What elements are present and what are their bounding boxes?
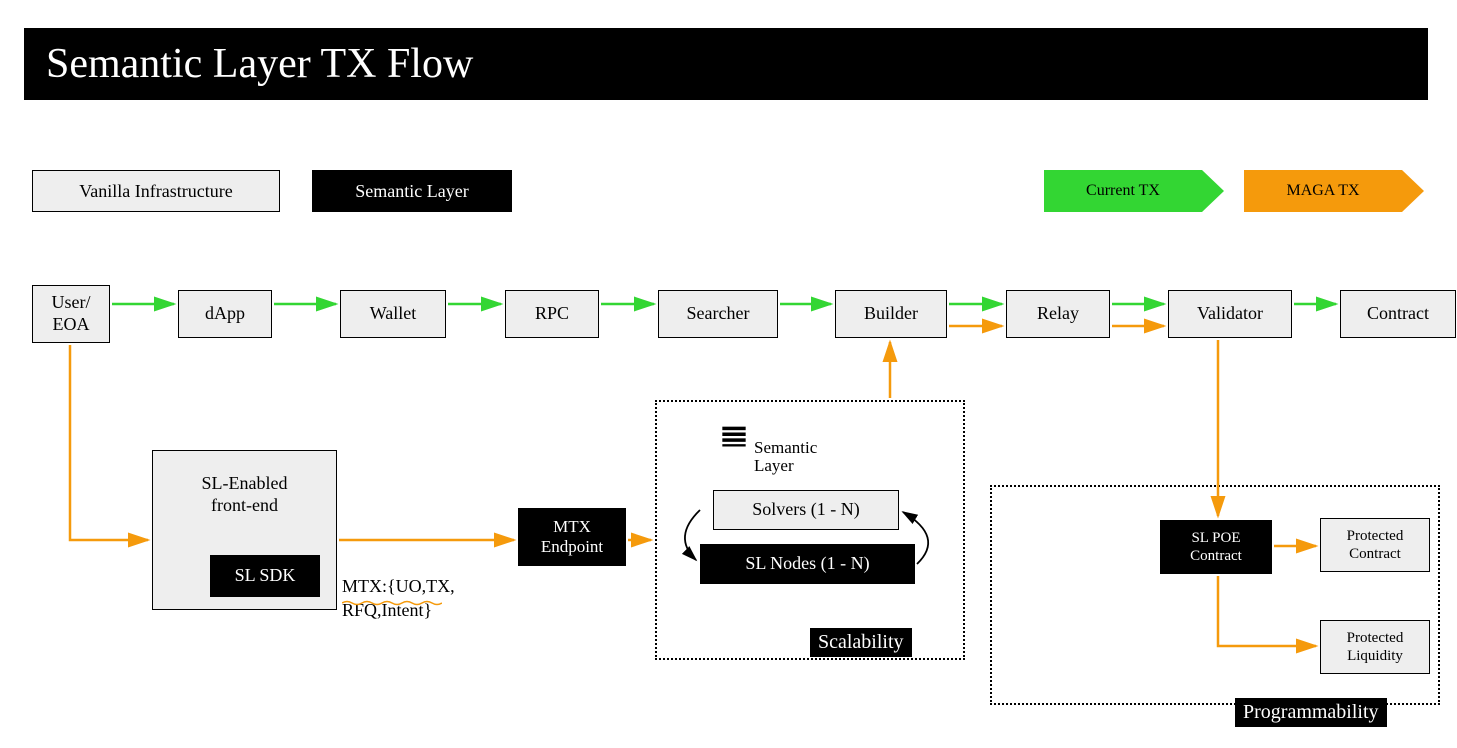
page-title: Semantic Layer TX Flow	[24, 28, 1428, 100]
node-wallet-label: Wallet	[370, 303, 417, 325]
node-protected-liquidity-label: Protected Liquidity	[1347, 629, 1404, 665]
legend-maga-label: MAGA TX	[1286, 182, 1359, 200]
node-protected-liquidity: Protected Liquidity	[1320, 620, 1430, 674]
title-text: Semantic Layer TX Flow	[46, 41, 473, 87]
node-protected-contract-label: Protected Contract	[1347, 527, 1404, 563]
scalability-badge: Scalability	[810, 628, 912, 657]
node-sl-nodes: SL Nodes (1 - N)	[700, 544, 915, 584]
mtx-label-text: MTX:{UO,TX, RFQ,Intent}	[342, 576, 455, 619]
squiggle-underline	[342, 600, 442, 606]
node-validator: Validator	[1168, 290, 1292, 338]
legend-vanilla: Vanilla Infrastructure	[32, 170, 280, 212]
node-mtx-endpoint: MTX Endpoint	[518, 508, 626, 566]
node-poe-label: SL POE Contract	[1190, 529, 1242, 565]
node-sdk-label: SL SDK	[235, 565, 296, 587]
node-solvers: Solvers (1 - N)	[713, 490, 899, 530]
node-protected-contract: Protected Contract	[1320, 518, 1430, 572]
node-rpc: RPC	[505, 290, 599, 338]
semantic-layer-label: Semantic Layer	[754, 420, 817, 476]
node-builder: Builder	[835, 290, 947, 338]
node-relay-label: Relay	[1037, 303, 1079, 325]
mtx-label: MTX:{UO,TX, RFQ,Intent}	[342, 552, 455, 622]
node-searcher-label: Searcher	[687, 303, 750, 325]
legend-maga-tx: MAGA TX	[1244, 170, 1424, 212]
node-wallet: Wallet	[340, 290, 446, 338]
node-sl-nodes-label: SL Nodes (1 - N)	[745, 553, 869, 575]
node-user-eoa-label: User/ EOA	[52, 292, 91, 335]
node-poe: SL POE Contract	[1160, 520, 1272, 574]
scalability-badge-text: Scalability	[818, 631, 904, 653]
legend-semantic-label: Semantic Layer	[355, 181, 468, 202]
legend-current-label: Current TX	[1086, 182, 1160, 200]
node-dapp: dApp	[178, 290, 272, 338]
legend-vanilla-label: Vanilla Infrastructure	[79, 181, 232, 202]
programmability-badge: Programmability	[1235, 698, 1387, 727]
node-relay: Relay	[1006, 290, 1110, 338]
node-searcher: Searcher	[658, 290, 778, 338]
node-validator-label: Validator	[1197, 303, 1263, 325]
programmability-badge-text: Programmability	[1243, 701, 1379, 723]
node-builder-label: Builder	[864, 303, 918, 325]
node-frontend-label: SL-Enabled front-end	[202, 473, 288, 516]
node-rpc-label: RPC	[535, 303, 569, 325]
node-contract: Contract	[1340, 290, 1456, 338]
legend-current-tx: Current TX	[1044, 170, 1224, 212]
node-mtx-endpoint-label: MTX Endpoint	[541, 517, 603, 558]
node-solvers-label: Solvers (1 - N)	[752, 499, 859, 521]
node-sdk: SL SDK	[210, 555, 320, 597]
semantic-layer-icon	[720, 422, 748, 450]
node-dapp-label: dApp	[205, 303, 245, 325]
legend-semantic: Semantic Layer	[312, 170, 512, 212]
node-contract-label: Contract	[1367, 303, 1429, 325]
node-user-eoa: User/ EOA	[32, 285, 110, 343]
semantic-layer-label-text: Semantic Layer	[754, 438, 817, 476]
